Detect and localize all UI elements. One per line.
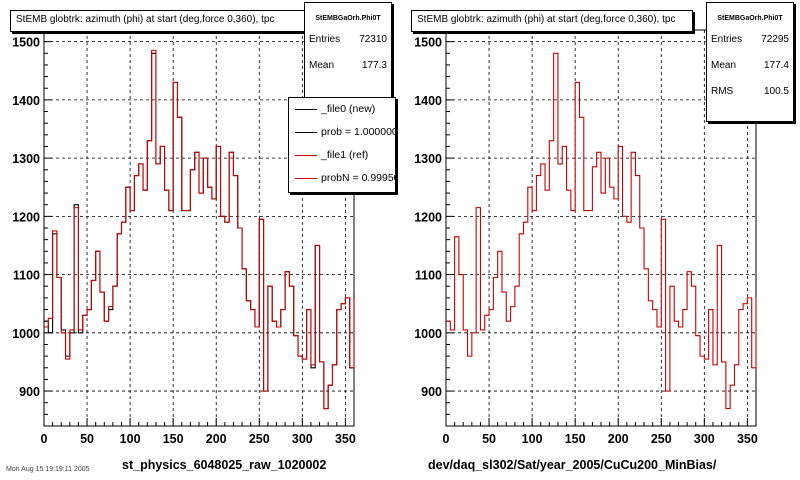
histogram-title: StEMB globtrk: azimuth (phi) at start (d… (10, 10, 308, 32)
legend-swatch-red (295, 178, 317, 179)
stats-value: 100.5 (763, 86, 789, 97)
x-tick-label: 150 (565, 432, 586, 446)
histogram-series-line (44, 49, 355, 410)
stats-label: Mean (711, 60, 737, 71)
legend-label: _file1 (ref) (321, 149, 369, 161)
legend-entry: prob = 1.000000 (289, 121, 395, 144)
stats-label: RMS (711, 86, 734, 97)
stats-box: StEMBGaOrh.Phi0T Entries 72310 Mean 177.… (304, 2, 392, 110)
stats-box: StEMBGaOrh.Phi0T Entries 72295 Mean 177.… (706, 2, 794, 122)
stats-value: 72310 (359, 34, 387, 45)
x-tick-label: 0 (443, 432, 450, 446)
histogram-title: StEMB globtrk: azimuth (phi) at start (d… (411, 10, 693, 32)
x-tick-label: 200 (206, 432, 227, 446)
stats-row-mean: Mean 177.3 (305, 54, 391, 80)
y-tick-label: 900 (421, 385, 442, 399)
x-tick-label: 100 (522, 432, 543, 446)
x-tick-label: 50 (80, 432, 94, 446)
x-axis-label: dev/daq_sl302/Sat/year_2005/CuCu200_MinB… (428, 458, 717, 472)
legend-swatch-black (295, 132, 317, 133)
legend-swatch-red (295, 155, 317, 156)
stats-title: StEMBGaOrh.Phi0T (717, 15, 783, 22)
legend-swatch-black (295, 109, 317, 110)
x-tick-label: 300 (694, 432, 715, 446)
legend-label: _file0 (new) (321, 103, 376, 115)
x-tick-label: 250 (249, 432, 270, 446)
stats-row-rms: RMS 100.5 (707, 80, 793, 106)
legend: _file0 (new) prob = 1.000000 _file1 (ref… (288, 97, 396, 193)
stats-value: 177.3 (361, 60, 387, 71)
x-tick-label: 250 (651, 432, 672, 446)
y-tick-label: 1100 (13, 269, 40, 283)
timestamp: Mon Aug 15 19:19:11 2005 (6, 466, 90, 473)
legend-label: prob = 1.000000 (321, 126, 396, 138)
y-tick-label: 1300 (414, 152, 442, 166)
y-tick-label: 1200 (414, 210, 442, 224)
stats-row-entries: Entries 72310 (305, 28, 391, 54)
y-tick-label: 1400 (414, 94, 442, 108)
x-tick-label: 100 (120, 432, 141, 446)
legend-entry: _file1 (ref) (289, 144, 395, 167)
x-tick-label: 350 (335, 432, 356, 446)
x-tick-label: 0 (41, 432, 48, 446)
y-tick-label: 1300 (12, 152, 40, 166)
y-tick-label: 1500 (414, 36, 442, 50)
stats-value: 72295 (761, 34, 789, 45)
stats-row-entries: Entries 72295 (707, 28, 793, 54)
y-tick-label: 1000 (12, 327, 40, 341)
x-tick-label: 200 (608, 432, 629, 446)
x-tick-label: 50 (482, 432, 496, 446)
stats-title: StEMBGaOrh.Phi0T (315, 15, 381, 22)
x-axis-label: st_physics_6048025_raw_1020002 (122, 458, 327, 472)
y-tick-label: 1200 (12, 210, 40, 224)
x-tick-label: 150 (163, 432, 184, 446)
y-tick-label: 1500 (12, 36, 40, 50)
stats-label: Mean (309, 60, 335, 71)
legend-entry: _file0 (new) (289, 98, 395, 121)
stats-label: Entries (711, 34, 743, 45)
x-tick-label: 350 (737, 432, 758, 446)
y-tick-label: 1100 (415, 269, 442, 283)
x-tick-label: 300 (292, 432, 313, 446)
legend-label: probN = 0.999500 (321, 172, 395, 184)
stats-row-mean: Mean 177.4 (707, 54, 793, 80)
legend-entry: probN = 0.999500 (289, 167, 395, 190)
stats-label: Entries (309, 34, 341, 45)
y-tick-label: 1000 (414, 327, 442, 341)
y-tick-label: 1400 (12, 94, 40, 108)
y-tick-label: 900 (19, 385, 40, 399)
stats-value: 177.4 (763, 60, 789, 71)
histogram-series-line (446, 52, 757, 410)
